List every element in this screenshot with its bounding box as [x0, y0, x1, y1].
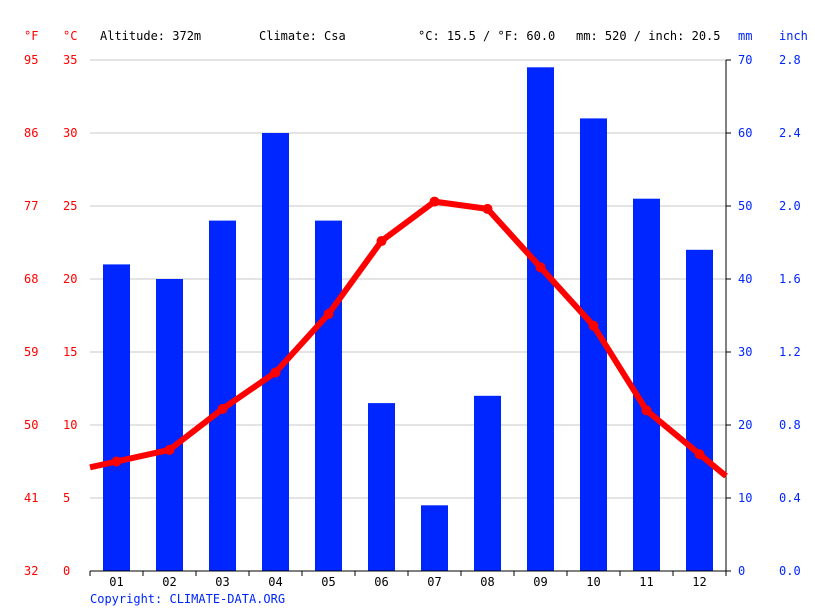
tick-label-celsius: 5 — [63, 491, 70, 505]
axes — [89, 59, 731, 576]
copyright-label: Copyright: CLIMATE-DATA.ORG — [90, 592, 285, 606]
tick-label-celsius: 10 — [63, 418, 77, 432]
precipitation-bar-09 — [527, 67, 554, 572]
tick-label-mm: 30 — [738, 345, 752, 359]
tick-label-mm: 10 — [738, 491, 752, 505]
tick-label-month-10: 10 — [586, 575, 600, 589]
tick-label-mm: 50 — [738, 199, 752, 213]
tick-label-month-04: 04 — [268, 575, 282, 589]
tick-label-mm: 70 — [738, 53, 752, 67]
tick-label-month-03: 03 — [215, 575, 229, 589]
tick-label-month-08: 08 — [480, 575, 494, 589]
tick-label-inch: 0.4 — [779, 491, 801, 505]
tick-label-fahrenheit: 50 — [24, 418, 38, 432]
tick-label-month-02: 02 — [162, 575, 176, 589]
temperature-line — [89, 196, 728, 479]
tick-label-celsius: 35 — [63, 53, 77, 67]
climate-label: Climate: Csa — [259, 29, 346, 43]
unit-celsius-label: °C — [63, 29, 77, 43]
gridlines — [90, 59, 726, 499]
precipitation-bar-04 — [262, 133, 289, 571]
tick-label-month-06: 06 — [374, 575, 388, 589]
tick-label-inch: 0.8 — [779, 418, 801, 432]
tick-label-fahrenheit: 77 — [24, 199, 38, 213]
precipitation-bar-06 — [368, 403, 395, 571]
tick-label-fahrenheit: 86 — [24, 126, 38, 140]
precipitation-bar-12 — [686, 249, 713, 572]
temperature-point-12 — [694, 449, 705, 460]
tick-label-fahrenheit: 59 — [24, 345, 38, 359]
tick-label-inch: 2.8 — [779, 53, 801, 67]
precipitation-bar-07 — [421, 505, 448, 571]
temperature-point-10 — [588, 320, 599, 331]
precipitation-bar-03 — [209, 220, 236, 571]
tick-label-month-05: 05 — [321, 575, 335, 589]
temperature-polyline — [89, 198, 728, 479]
unit-inch-label: inch — [779, 29, 808, 43]
tick-label-inch: 1.2 — [779, 345, 801, 359]
precipitation-bar-01 — [103, 264, 130, 571]
tick-label-celsius: 0 — [63, 564, 70, 578]
tick-label-celsius: 15 — [63, 345, 77, 359]
tick-label-mm: 0 — [738, 564, 745, 578]
tick-label-inch: 0.0 — [779, 564, 801, 578]
tick-label-inch: 1.6 — [779, 272, 801, 286]
temperature-point-03 — [217, 403, 228, 414]
precipitation-bar-02 — [156, 279, 183, 571]
temperature-point-06 — [376, 236, 387, 247]
tick-label-month-07: 07 — [427, 575, 441, 589]
altitude-label: Altitude: 372m — [100, 29, 201, 43]
tick-label-mm: 60 — [738, 126, 752, 140]
temperature-point-01 — [111, 456, 122, 467]
tick-label-fahrenheit: 32 — [24, 564, 38, 578]
tick-label-inch: 2.4 — [779, 126, 801, 140]
temperature-average-label: °C: 15.5 / °F: 60.0 — [418, 29, 555, 43]
precipitation-bar-05 — [315, 220, 342, 571]
tick-label-fahrenheit: 95 — [24, 53, 38, 67]
precipitation-total-label: mm: 520 / inch: 20.5 — [576, 29, 721, 43]
tick-labels: 32 0 0 0.0 41 5 10 0.4 50 10 20 0.8 59 15 30 1.2 68 20 40 1… — [24, 53, 801, 589]
temperature-point-05 — [323, 309, 334, 320]
temperature-point-08 — [482, 203, 493, 214]
tick-label-mm: 20 — [738, 418, 752, 432]
temperature-point-07 — [429, 196, 440, 207]
tick-label-fahrenheit: 41 — [24, 491, 38, 505]
tick-label-month-09: 09 — [533, 575, 547, 589]
tick-label-celsius: 30 — [63, 126, 77, 140]
temperature-point-09 — [535, 262, 546, 273]
tick-label-celsius: 20 — [63, 272, 77, 286]
tick-label-inch: 2.0 — [779, 199, 801, 213]
tick-label-month-11: 11 — [639, 575, 653, 589]
unit-fahrenheit-label: °F — [24, 29, 38, 43]
tick-label-celsius: 25 — [63, 199, 77, 213]
temperature-point-02 — [164, 444, 175, 455]
temperature-point-04 — [270, 367, 281, 378]
precipitation-bar-08 — [474, 395, 501, 571]
tick-label-month-12: 12 — [692, 575, 706, 589]
tick-label-fahrenheit: 68 — [24, 272, 38, 286]
unit-mm-label: mm — [738, 29, 752, 43]
precipitation-bar-11 — [633, 198, 660, 571]
tick-label-month-01: 01 — [109, 575, 123, 589]
precipitation-bars — [103, 67, 713, 572]
temperature-point-11 — [641, 405, 652, 416]
tick-label-mm: 40 — [738, 272, 752, 286]
